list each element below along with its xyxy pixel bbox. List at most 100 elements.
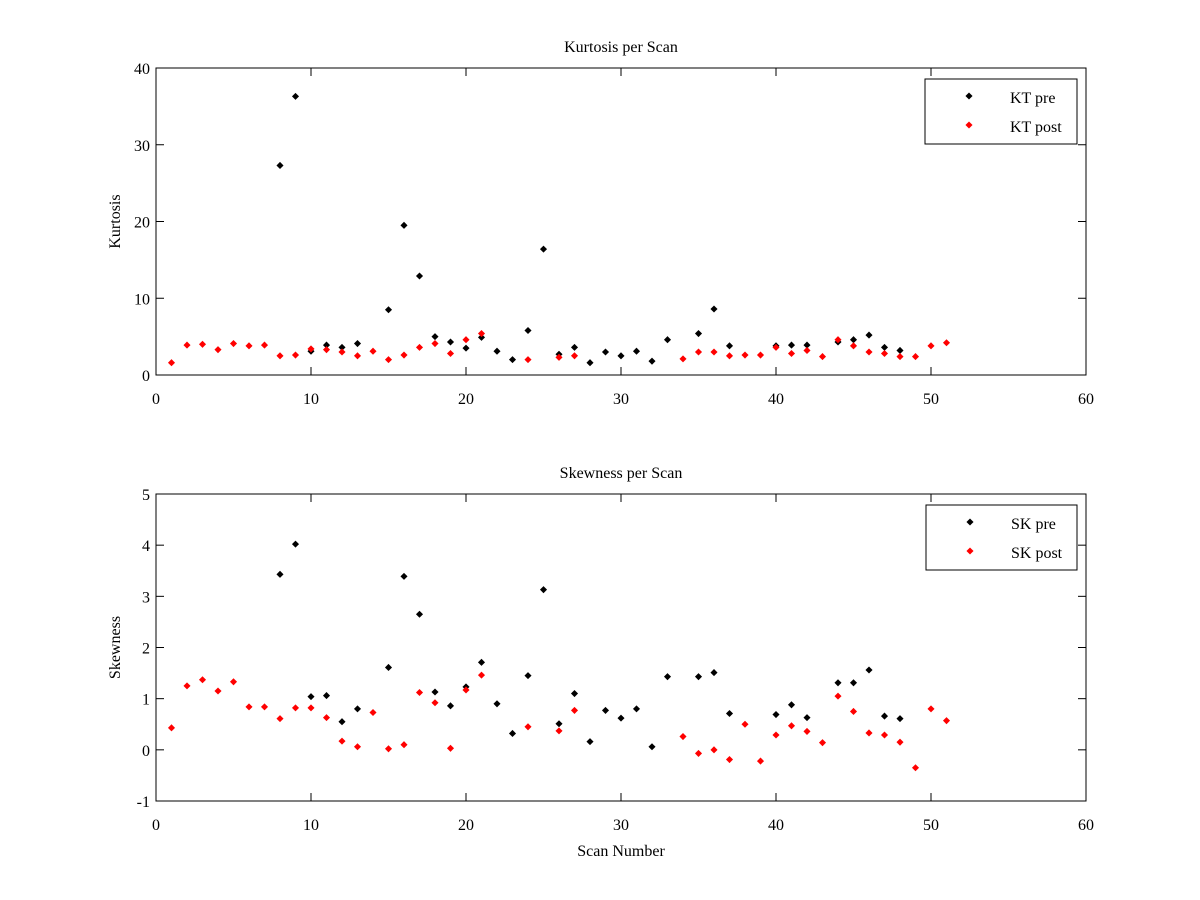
skewness-x-tick-label: 10: [303, 817, 319, 834]
kurtosis-point: [772, 343, 780, 351]
kurtosis-point: [245, 342, 253, 350]
kurtosis-point: [384, 306, 393, 314]
skewness-point: [291, 540, 300, 548]
skewness-point: [896, 738, 904, 746]
kurtosis-legend-marker: [965, 92, 973, 100]
skewness-point: [679, 732, 687, 741]
skewness-point: [849, 679, 858, 687]
kurtosis-point: [229, 339, 238, 348]
kurtosis-point: [834, 336, 842, 344]
skewness-y-tick-label: 5: [142, 487, 150, 504]
skewness-point: [880, 731, 889, 739]
skewness-point: [446, 702, 455, 710]
skewness-x-tick-label: 20: [458, 817, 474, 834]
skewness-point: [493, 700, 501, 708]
kurtosis-point: [632, 347, 641, 355]
skewness-x-tick-label: 30: [613, 817, 629, 834]
kurtosis-point: [400, 351, 408, 359]
skewness-point: [834, 692, 842, 700]
kurtosis-legend: KT pre KT post: [924, 78, 1078, 145]
kurtosis-point: [601, 348, 610, 356]
kurtosis-point: [880, 343, 889, 351]
kurtosis-point: [787, 341, 796, 349]
skewness-point: [772, 710, 780, 719]
skewness-x-tick-label: 50: [923, 817, 939, 834]
skewness-x-tick-label: 0: [152, 817, 160, 834]
kurtosis-plot: 0 10 20 30 40 50 60 0 10 20 30 40 Kurtosis per Scan K…: [107, 39, 1094, 408]
kurtosis-series-kt-pre: [276, 92, 904, 367]
kurtosis-x-tick-label: 30: [613, 391, 629, 408]
kurtosis-legend-label: KT pre: [1010, 90, 1055, 107]
skewness-point: [214, 687, 222, 695]
skewness-point: [834, 679, 842, 687]
kurtosis-point: [524, 326, 532, 335]
kurtosis-point: [803, 346, 811, 354]
skewness-point: [183, 682, 191, 690]
kurtosis-point: [446, 349, 455, 358]
skewness-point: [276, 570, 284, 578]
kurtosis-legend-marker: [965, 121, 973, 129]
skewness-legend-label: SK pre: [1011, 516, 1056, 533]
skewness-legend-marker: [966, 518, 974, 526]
kurtosis-point: [384, 356, 393, 364]
kurtosis-point: [896, 353, 904, 361]
kurtosis-point: [353, 352, 362, 360]
skewness-point: [276, 715, 284, 723]
kurtosis-point: [818, 353, 827, 361]
skewness-point: [555, 727, 563, 735]
kurtosis-point: [276, 352, 284, 360]
kurtosis-point: [477, 333, 486, 341]
kurtosis-point: [694, 330, 703, 338]
skewness-series-sk-pre: [276, 540, 904, 751]
skewness-point: [338, 737, 346, 745]
kurtosis-x-tick-label: 20: [458, 391, 474, 408]
skewness-legend-marker: [966, 547, 974, 555]
kurtosis-point: [927, 342, 935, 350]
kurtosis-legend-box: [924, 78, 1078, 145]
kurtosis-point: [849, 336, 858, 344]
kurtosis-point: [725, 352, 734, 360]
kurtosis-point: [508, 356, 517, 364]
skewness-point: [353, 743, 362, 751]
kurtosis-point: [338, 343, 346, 351]
skewness-y-tick-label: 2: [142, 641, 150, 658]
kurtosis-point: [787, 349, 796, 358]
skewness-point: [849, 707, 858, 715]
kurtosis-point: [694, 348, 703, 356]
kurtosis-point: [865, 348, 873, 356]
kurtosis-point: [462, 344, 470, 352]
kurtosis-point: [911, 353, 920, 361]
kurtosis-point: [322, 346, 331, 354]
kurtosis-point: [570, 343, 579, 351]
skewness-point: [710, 746, 718, 754]
skewness-point: [896, 715, 904, 723]
skewness-point: [524, 672, 532, 680]
kurtosis-point: [849, 342, 858, 350]
kurtosis-point: [276, 161, 284, 170]
kurtosis-legend-label: KT post: [1010, 119, 1062, 136]
skewness-point: [570, 690, 579, 698]
skewness-point: [524, 723, 532, 731]
skewness-title: Skewness per Scan: [560, 465, 683, 482]
kurtosis-y-tick-label: 10: [134, 291, 150, 308]
skewness-point: [291, 704, 300, 712]
kurtosis-point: [198, 340, 207, 348]
skewness-y-tick-label: 3: [142, 589, 150, 606]
kurtosis-x-tick-label: 60: [1078, 391, 1094, 408]
kurtosis-point: [586, 359, 594, 367]
kurtosis-point: [415, 272, 424, 280]
kurtosis-point: [446, 338, 455, 346]
skewness-point: [307, 693, 315, 701]
skewness-point: [865, 666, 873, 674]
kurtosis-title: Kurtosis per Scan: [564, 39, 678, 56]
kurtosis-point: [648, 357, 656, 365]
kurtosis-point: [338, 348, 346, 356]
skewness-y-tick-label: 0: [142, 743, 150, 760]
skewness-point: [245, 703, 253, 711]
skewness-x-axis-label: Scan Number: [577, 843, 665, 860]
skewness-point: [446, 744, 455, 752]
skewness-legend: SK pre SK post: [925, 504, 1078, 571]
skewness-legend-box: [925, 504, 1078, 571]
skewness-point: [710, 669, 718, 677]
